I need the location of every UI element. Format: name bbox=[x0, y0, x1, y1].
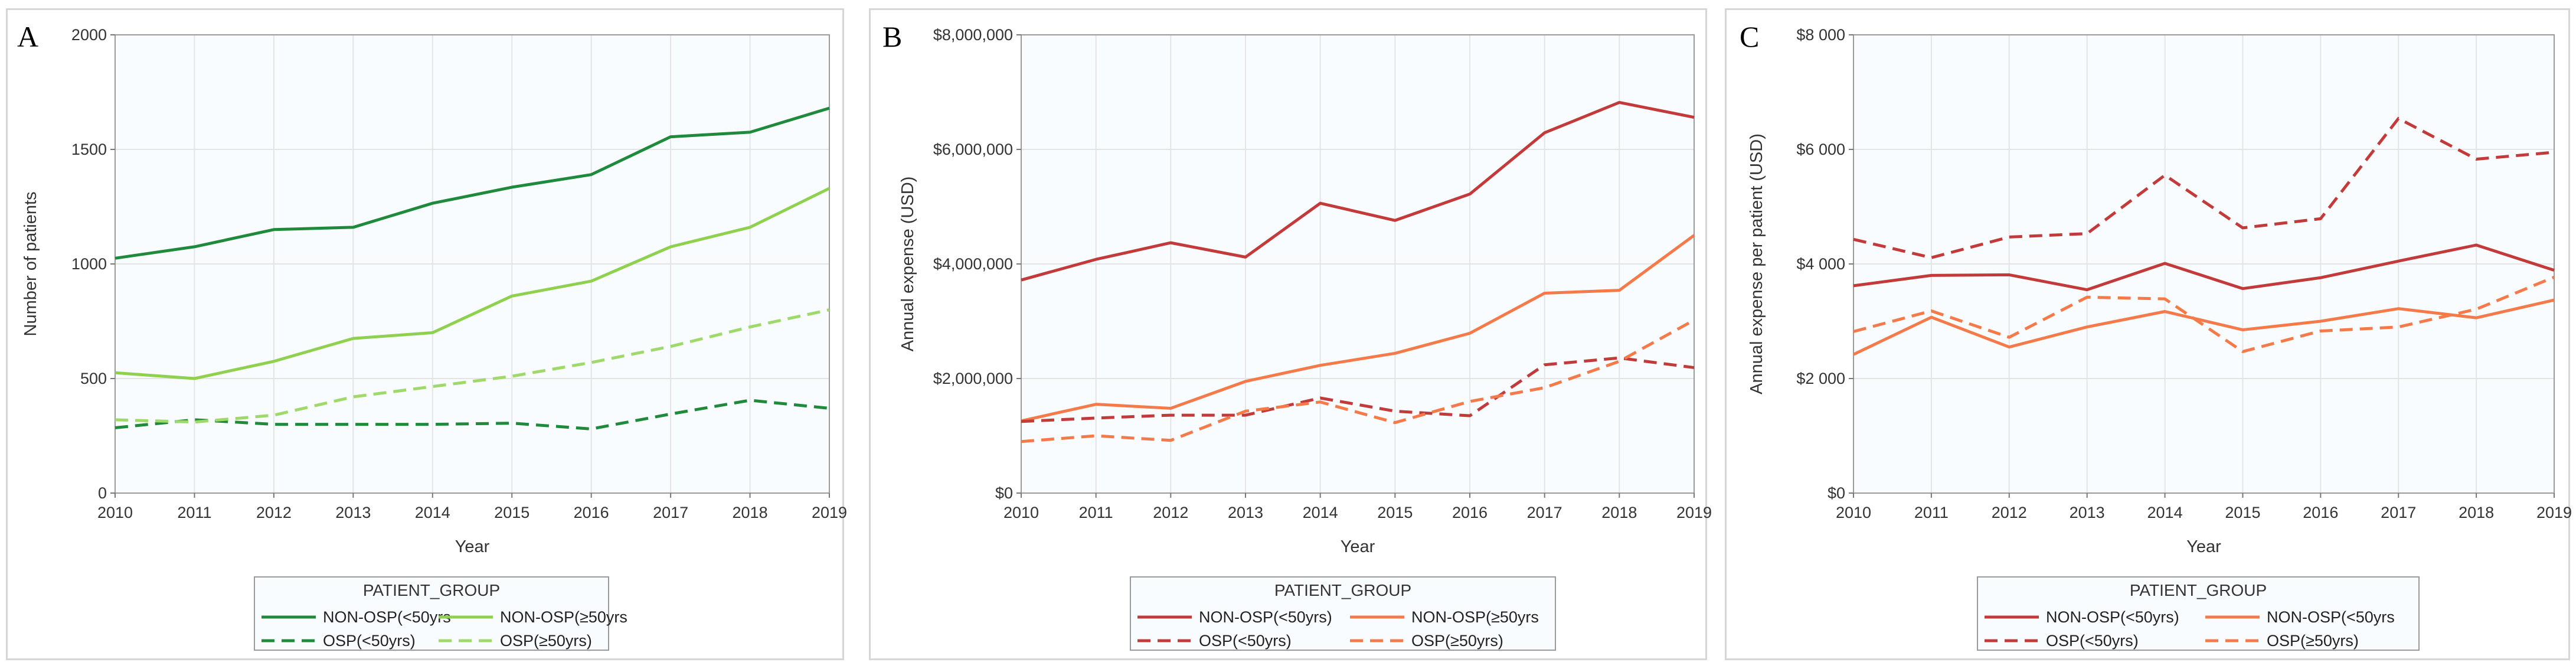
panel-c-xtick-label-9: 2019 bbox=[2536, 504, 2572, 521]
panel-a-series-line-1 bbox=[115, 187, 831, 380]
panel-b-letter: B bbox=[882, 20, 902, 53]
panel-a-legend-label-1: NON-OSP(≥50yrs bbox=[500, 608, 627, 626]
panel-c-series-line-1 bbox=[1852, 298, 2555, 356]
panel-a-legend-label-3: OSP(≥50yrs) bbox=[500, 632, 592, 650]
panel-b-xtick-label-3: 2013 bbox=[1228, 504, 1263, 521]
panel-b-series-line-2 bbox=[1021, 356, 1695, 423]
panel-b-legend bbox=[1130, 576, 1556, 651]
panel-a-legend-label-2: OSP(<50yrs) bbox=[323, 632, 416, 650]
panel-a-ytick-label-3: 1500 bbox=[71, 141, 107, 158]
panel-a-series-line-3 bbox=[115, 308, 830, 424]
panel-c-xtick-label-4: 2014 bbox=[2147, 504, 2183, 521]
panel-c-letter: C bbox=[1740, 20, 1759, 53]
panel-b-y-axis-title: Annual expense (USD) bbox=[898, 177, 917, 352]
panel-b: B $0 $2,000,000 $4,000,000 $6,000,000 $8,000,… bbox=[869, 8, 1712, 660]
panel-c: C $0 $2 000 $4 000 $6 000 $8 000 2010 2011 2012 2… bbox=[1725, 8, 2572, 660]
panel-b-xtick-label-7: 2017 bbox=[1527, 504, 1562, 521]
panel-c-series-line-0 bbox=[1853, 243, 2555, 292]
panel-c-ytick-label-0: $0 bbox=[1828, 484, 1845, 502]
panel-a-letter: A bbox=[17, 20, 38, 53]
panel-a-xtick-label-5: 2015 bbox=[494, 504, 529, 521]
panel-b-legend-label-2: OSP(<50yrs) bbox=[1199, 632, 1292, 650]
panel-c-xtick-label-6: 2016 bbox=[2303, 504, 2338, 521]
panel-c-xtick-label-7: 2017 bbox=[2381, 504, 2416, 521]
panel-a-legend bbox=[254, 576, 609, 651]
panel-b-xtick-label-5: 2015 bbox=[1377, 504, 1413, 521]
panel-a-legend-title: PATIENT_GROUP bbox=[363, 581, 500, 599]
panel-b-legend-label-0: NON-OSP(<50yrs) bbox=[1199, 608, 1332, 626]
panel-c-series-line-3 bbox=[1853, 275, 2555, 353]
panel-c-legend-label-2: OSP(<50yrs) bbox=[2046, 632, 2139, 650]
panel-c-ytick-label-1: $2 000 bbox=[1796, 370, 1845, 387]
panel-a-x-axis-title: Year bbox=[455, 537, 490, 556]
panel-c-xtick-label-1: 2011 bbox=[1914, 504, 1949, 521]
panel-a-xtick-label-1: 2011 bbox=[177, 504, 211, 521]
panel-a-xtick-label-7: 2017 bbox=[653, 504, 688, 521]
chart-a: A 0 500 1000 1500 2000 2010 2011 2012 2013 2014 201… bbox=[17, 20, 847, 651]
panel-a-xtick-label-3: 2013 bbox=[335, 504, 371, 521]
panel-a-xtick-label-4: 2014 bbox=[415, 504, 450, 521]
panel-b-series-line-1 bbox=[1021, 234, 1695, 423]
panel-b-xtick-label-6: 2016 bbox=[1452, 504, 1488, 521]
panel-b-xtick-label-4: 2014 bbox=[1303, 504, 1338, 521]
panel-c-xtick-label-2: 2012 bbox=[1992, 504, 2027, 521]
panel-c-series-line-2 bbox=[1853, 117, 2555, 259]
panel-b-xtick-label-0: 2010 bbox=[1003, 504, 1039, 521]
panel-a-xtick-label-6: 2016 bbox=[574, 504, 609, 521]
panel-a-y-axis-title: Number of patients bbox=[21, 191, 40, 336]
panel-b-legend-title: PATIENT_GROUP bbox=[1274, 581, 1411, 599]
chart-c: C $0 $2 000 $4 000 $6 000 $8 000 2010 2011 2012 2… bbox=[1740, 20, 2572, 651]
panel-a-xtick-label-2: 2012 bbox=[256, 504, 292, 521]
panel-a-ytick-label-0: 0 bbox=[98, 484, 107, 502]
panel-a: A 0 500 1000 1500 2000 2010 2011 2012 2013 2014 201… bbox=[6, 8, 847, 660]
panel-b-series-line-0 bbox=[1021, 100, 1695, 282]
panel-a-legend-label-0: NON-OSP(<50yrs bbox=[323, 608, 451, 626]
panel-b-ytick-label-3: $6,000,000 bbox=[933, 141, 1013, 158]
panel-a-ytick-label-4: 2000 bbox=[71, 26, 107, 44]
panel-c-ytick-label-3: $6 000 bbox=[1796, 141, 1845, 158]
panel-b-ytick-label-1: $2,000,000 bbox=[933, 370, 1013, 387]
panel-c-xtick-label-8: 2018 bbox=[2459, 504, 2494, 521]
panel-b-ytick-label-0: $0 bbox=[995, 484, 1013, 502]
panel-c-legend-label-1: NON-OSP(<50yrs bbox=[2267, 608, 2395, 626]
panel-b-series-line-3 bbox=[1021, 318, 1695, 443]
panel-c-ytick-label-2: $4 000 bbox=[1796, 255, 1845, 273]
panel-a-xtick-label-9: 2019 bbox=[812, 504, 847, 521]
panel-b-legend-label-3: OSP(≥50yrs) bbox=[1411, 632, 1503, 650]
panel-c-x-axis-title: Year bbox=[2186, 537, 2221, 556]
panel-b-xtick-label-8: 2018 bbox=[1601, 504, 1637, 521]
panel-c-ytick-label-4: $8 000 bbox=[1796, 26, 1845, 44]
panel-c-xtick-label-5: 2015 bbox=[2225, 504, 2260, 521]
panel-a-xtick-label-0: 2010 bbox=[97, 504, 133, 521]
panel-c-legend-label-3: OSP(≥50yrs) bbox=[2267, 632, 2359, 650]
chart-b: B $0 $2,000,000 $4,000,000 $6,000,000 $8,000,… bbox=[882, 20, 1712, 651]
panel-a-ytick-label-2: 1000 bbox=[71, 255, 107, 273]
panel-a-xtick-label-8: 2018 bbox=[733, 504, 768, 521]
panel-c-xtick-label-3: 2013 bbox=[2070, 504, 2105, 521]
panel-b-xtick-label-2: 2012 bbox=[1153, 504, 1188, 521]
panel-a-series-line-0 bbox=[115, 106, 830, 260]
panel-b-ytick-label-2: $4,000,000 bbox=[933, 255, 1013, 273]
panel-b-xtick-label-1: 2011 bbox=[1079, 504, 1113, 521]
panel-c-legend-title: PATIENT_GROUP bbox=[2130, 581, 2267, 599]
panel-c-legend bbox=[1977, 576, 2420, 651]
panel-c-xtick-label-0: 2010 bbox=[1836, 504, 1871, 521]
panel-c-legend-label-0: NON-OSP(<50yrs) bbox=[2046, 608, 2179, 626]
panel-b-x-axis-title: Year bbox=[1341, 537, 1375, 556]
panel-a-ytick-label-1: 500 bbox=[80, 370, 107, 387]
panel-b-legend-label-1: NON-OSP(≥50yrs bbox=[1411, 608, 1539, 626]
panel-c-y-axis-title: Annual expense per patient (USD) bbox=[1747, 133, 1766, 394]
panel-b-ytick-label-4: $8,000,000 bbox=[933, 26, 1013, 44]
panel-b-xtick-label-9: 2019 bbox=[1676, 504, 1712, 521]
